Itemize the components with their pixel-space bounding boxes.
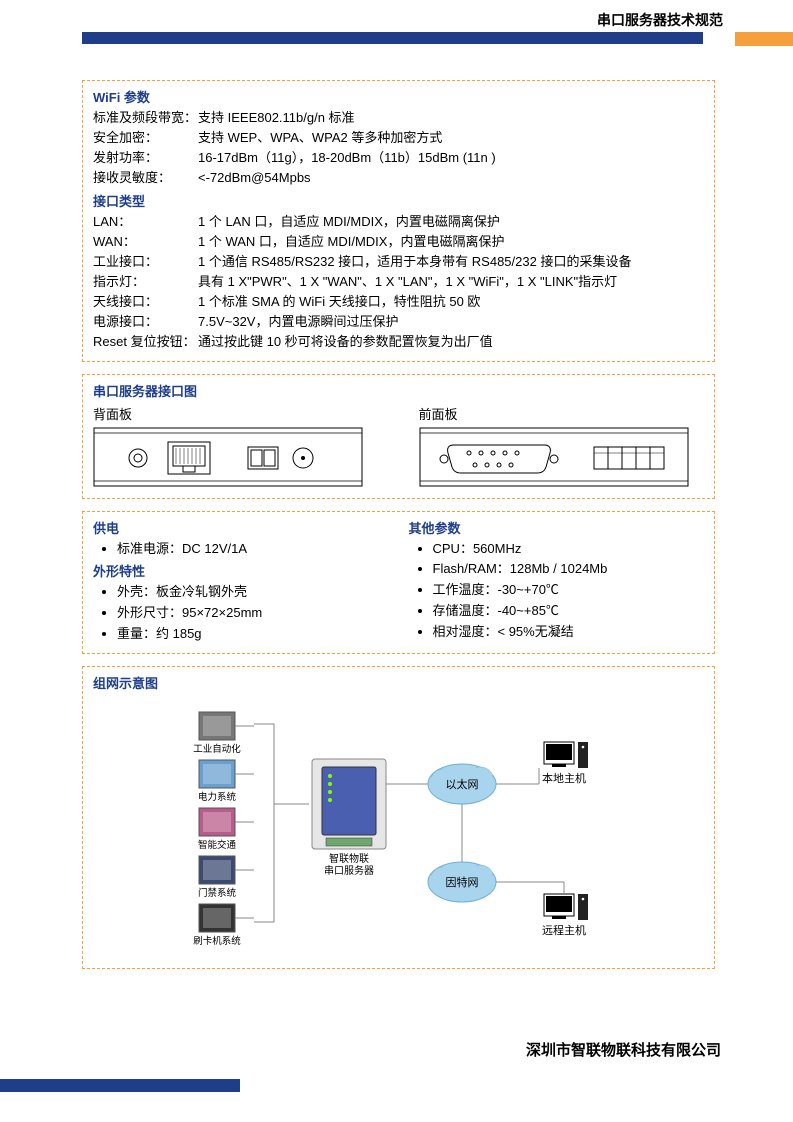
right-col: 其他参数 CPU：560MHz Flash/RAM：128Mb / 1024Mb… — [409, 518, 705, 645]
network-heading: 组网示意图 — [93, 673, 704, 692]
specs-box: WiFi 参数 标准及频段带宽：支持 IEEE802.11b/g/n 标准 安全… — [82, 80, 715, 362]
shape-heading: 外形特性 — [93, 561, 389, 580]
left-node-label: 门禁系统 — [197, 887, 236, 899]
wifi-row: 安全加密：支持 WEP、WPA、WPA2 等多种加密方式 — [93, 128, 704, 148]
left-node-label: 电力系统 — [197, 791, 236, 803]
content: WiFi 参数 标准及频段带宽：支持 IEEE802.11b/g/n 标准 安全… — [0, 50, 793, 969]
left-col: 供电 标准电源：DC 12V/1A 外形特性 外壳：板金冷轧钢外壳 外形尺寸：9… — [93, 518, 389, 645]
interface-row: 工业接口：1 个通信 RS485/RS232 接口，适用于本身带有 RS485/… — [93, 252, 704, 272]
other-heading: 其他参数 — [409, 518, 705, 537]
wifi-row: 发射功率：16-17dBm（11g），18-20dBm（11b）15dBm (1… — [93, 148, 704, 168]
power-heading: 供电 — [93, 518, 389, 537]
other-item: 存储温度：-40~+85℃ — [433, 601, 705, 622]
interface-row: Reset 复位按钮：通过按此键 10 秒可将设备的参数配置恢复为出厂值 — [93, 332, 704, 352]
left-node-label: 刷卡机系统 — [193, 935, 241, 947]
interface-row: 天线接口：1 个标准 SMA 的 WiFi 天线接口，特性阻抗 50 欧 — [93, 292, 704, 312]
footer-company: 深圳市智联物联科技有限公司 — [526, 1039, 721, 1060]
host1-label: 本地主机 — [542, 771, 586, 785]
wifi-heading: WiFi 参数 — [93, 87, 704, 106]
other-item: Flash/RAM：128Mb / 1024Mb — [433, 559, 705, 580]
other-item: 工作温度：-30~+70℃ — [433, 580, 705, 601]
port-diagram-heading: 串口服务器接口图 — [93, 381, 704, 400]
page-header: 串口服务器技术规范 — [0, 0, 793, 50]
wifi-row: 接收灵敏度：<-72dBm@54Mpbs — [93, 168, 704, 188]
interface-heading: 接口类型 — [93, 191, 704, 210]
interface-row: LAN：1 个 LAN 口，自适应 MDI/MDIX，内置电磁隔离保护 — [93, 212, 704, 232]
host2-label: 远程主机 — [542, 923, 586, 937]
cloud-ethernet-icon: 以太网 — [428, 764, 496, 804]
back-panel-icon — [93, 427, 363, 487]
shape-item: 外壳：板金冷轧钢外壳 — [117, 582, 389, 603]
other-item: CPU：560MHz — [433, 539, 705, 560]
front-panel-col: 前面板 — [419, 404, 705, 490]
header-bar-orange — [735, 32, 793, 46]
remote-host-icon: 远程主机 — [542, 882, 588, 937]
header-bar-blue — [82, 32, 703, 44]
power-item: 标准电源：DC 12V/1A — [117, 539, 389, 560]
header-title: 串口服务器技术规范 — [597, 10, 723, 30]
center-label-2: 串口服务器 — [324, 864, 374, 877]
cloud2-label: 因特网 — [445, 875, 478, 889]
interface-row: 电源接口：7.5V~32V，内置电源瞬间过压保护 — [93, 312, 704, 332]
interface-row: 指示灯：具有 1 X"PWR"、1 X "WAN"、1 X "LAN"，1 X … — [93, 272, 704, 292]
network-diagram-icon: 工业自动化电力系统智能交通门禁系统刷卡机系统 智联物联 串口服务器 — [144, 704, 654, 954]
port-diagram-box: 串口服务器接口图 背面板 — [82, 374, 715, 499]
center-label-1: 智联物联 — [329, 852, 369, 865]
interface-row: WAN：1 个 WAN 口，自适应 MDI/MDIX，内置电磁隔离保护 — [93, 232, 704, 252]
shape-item: 重量：约 185g — [117, 624, 389, 645]
cloud-internet-icon: 因特网 — [428, 862, 496, 902]
left-node-label: 智能交通 — [197, 839, 236, 851]
other-item: 相对湿度：< 95%无凝结 — [433, 622, 705, 643]
left-node-label: 工业自动化 — [193, 743, 241, 755]
local-host-icon: 本地主机 — [542, 742, 588, 785]
footer-bar — [0, 1079, 240, 1092]
network-diagram-box: 组网示意图 工业自动化电力系统智能交通门禁系统刷卡机系统 智联物联 串口服务器 — [82, 666, 715, 969]
cloud1-label: 以太网 — [445, 778, 478, 791]
front-panel-label: 前面板 — [419, 404, 705, 423]
shape-item: 外形尺寸：95×72×25mm — [117, 603, 389, 624]
front-panel-icon — [419, 427, 689, 487]
back-panel-col: 背面板 — [93, 404, 379, 490]
params-box: 供电 标准电源：DC 12V/1A 外形特性 外壳：板金冷轧钢外壳 外形尺寸：9… — [82, 511, 715, 654]
back-panel-label: 背面板 — [93, 404, 379, 423]
wifi-row: 标准及频段带宽：支持 IEEE802.11b/g/n 标准 — [93, 108, 704, 128]
